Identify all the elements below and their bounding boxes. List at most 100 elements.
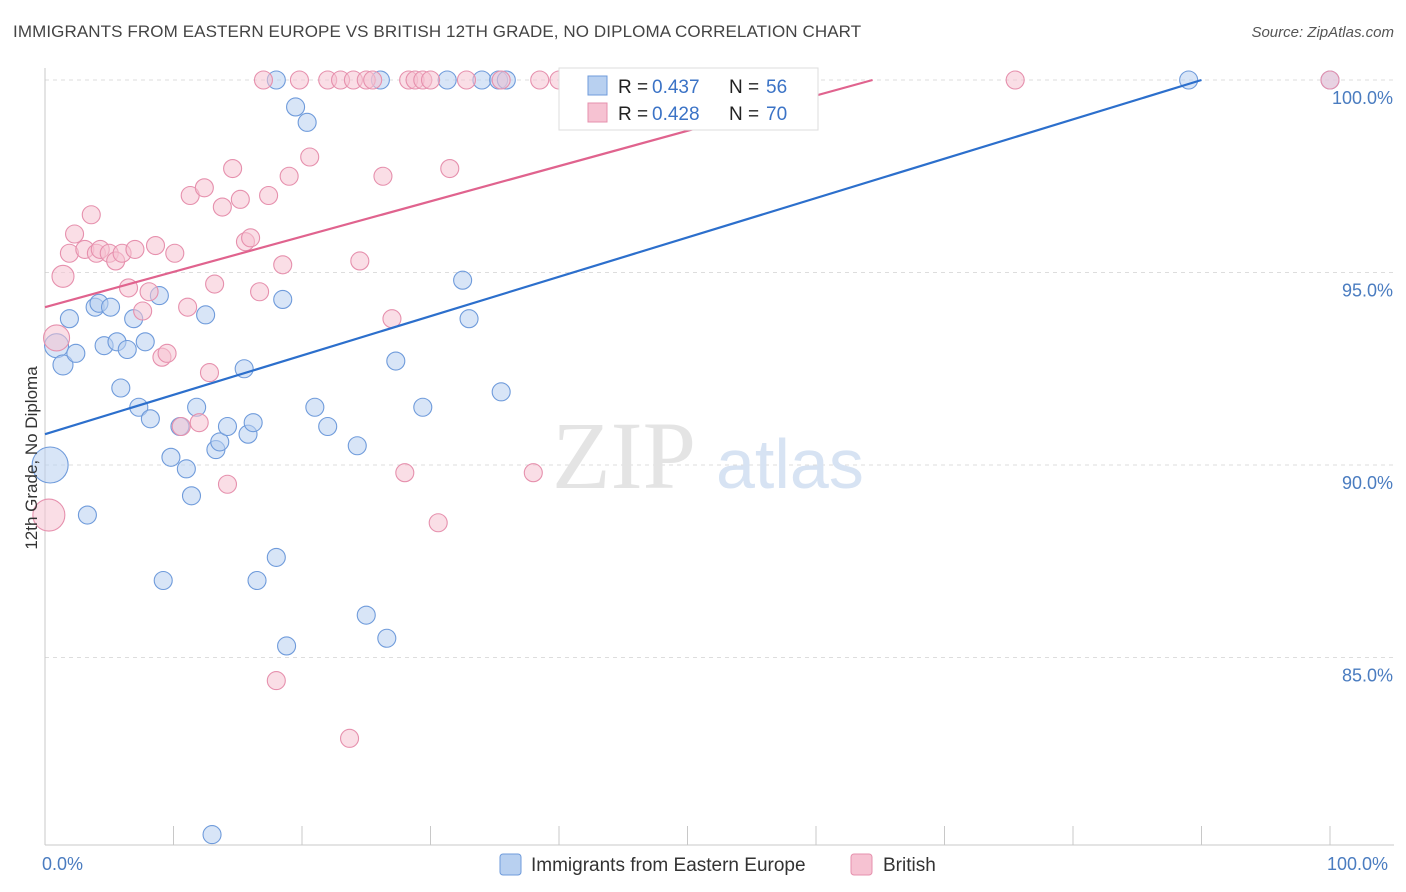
data-point-british — [350, 251, 370, 271]
legend-swatch-blue — [499, 853, 522, 876]
y-tick-label: 100.0% — [1332, 88, 1393, 108]
data-point-british — [81, 205, 101, 225]
data-point-immigrants — [277, 636, 297, 656]
stats-r-value-0: 0.437 — [652, 77, 700, 98]
stats-box: R = 0.437 N = 56 R = 0.428 N = 70 — [558, 67, 819, 131]
data-point-british — [241, 228, 261, 248]
data-point-british — [171, 416, 191, 437]
stats-r-value-1: 0.428 — [652, 104, 700, 125]
data-point-british — [530, 70, 550, 90]
data-point-immigrants — [459, 309, 479, 329]
data-point-british — [189, 413, 209, 433]
data-point-immigrants — [234, 359, 254, 379]
data-point-british — [266, 671, 286, 691]
data-point-british — [51, 264, 75, 288]
data-point-british — [194, 178, 214, 198]
data-point-british — [279, 166, 299, 186]
data-point-british — [395, 463, 415, 483]
data-point-british — [339, 728, 360, 748]
x-tick-label-max: 100.0% — [1327, 854, 1388, 874]
data-point-british — [43, 324, 71, 352]
data-point-british — [289, 70, 309, 90]
trend-line-immigrants — [44, 78, 1202, 436]
data-point-british — [230, 189, 250, 209]
data-point-immigrants — [176, 459, 196, 479]
data-point-immigrants — [318, 416, 338, 437]
y-tick-labels: 100.0% 95.0% 90.0% 85.0% — [1332, 88, 1393, 686]
data-point-british — [157, 343, 177, 363]
stats-swatch-blue — [587, 75, 608, 96]
stats-n-label-1: N = — [729, 104, 759, 125]
data-point-immigrants — [31, 446, 69, 484]
data-point-immigrants — [247, 570, 267, 591]
data-point-immigrants — [100, 297, 121, 317]
data-point-immigrants — [196, 305, 216, 325]
data-point-british — [363, 70, 383, 90]
data-point-immigrants — [297, 112, 317, 132]
legend: Immigrants from Eastern Europe British — [499, 853, 936, 876]
data-point-immigrants — [140, 409, 160, 429]
legend-label-british: British — [883, 855, 936, 876]
source-credit: Source: ZipAtlas.com — [1251, 24, 1394, 41]
stats-swatch-pink — [587, 102, 608, 123]
data-point-british — [199, 363, 220, 383]
data-point-british — [133, 301, 153, 321]
data-point-immigrants — [52, 354, 74, 376]
data-point-british — [205, 274, 225, 294]
data-point-british — [456, 70, 477, 90]
data-point-immigrants — [413, 397, 433, 417]
stats-n-label-0: N = — [729, 77, 759, 98]
data-point-immigrants — [286, 97, 306, 117]
data-point-british — [253, 70, 274, 90]
y-tick-label: 90.0% — [1342, 473, 1393, 493]
y-tick-label: 85.0% — [1342, 666, 1393, 686]
watermark-zip: ZIP — [552, 402, 696, 509]
data-point-british — [212, 197, 232, 217]
data-point-immigrants — [347, 436, 367, 456]
data-point-immigrants — [437, 70, 457, 90]
legend-swatch-pink — [850, 853, 873, 876]
data-point-british — [139, 282, 159, 302]
data-point-immigrants — [135, 332, 155, 352]
data-point-immigrants — [356, 605, 376, 625]
data-point-immigrants — [243, 413, 263, 433]
data-point-british — [523, 463, 543, 483]
stats-r-label-1: R = — [618, 104, 648, 125]
data-point-immigrants — [266, 547, 286, 567]
data-point-british — [217, 474, 238, 494]
data-point-british — [145, 236, 166, 256]
data-point-british — [223, 159, 243, 179]
data-point-immigrants — [217, 416, 238, 437]
data-point-immigrants — [491, 382, 511, 402]
data-point-immigrants — [153, 570, 173, 591]
stats-n-value-1: 70 — [766, 104, 787, 125]
data-point-immigrants — [377, 628, 397, 648]
series-british — [32, 70, 1340, 748]
data-point-british — [420, 70, 441, 90]
data-point-british — [32, 498, 66, 532]
data-point-british — [178, 297, 198, 317]
stats-n-value-0: 56 — [766, 77, 787, 98]
chart-title: IMMIGRANTS FROM EASTERN EUROPE VS BRITIS… — [13, 22, 862, 41]
data-point-british — [250, 282, 270, 302]
data-point-immigrants — [117, 339, 137, 360]
watermark-atlas: atlas — [716, 425, 864, 503]
data-point-british — [273, 255, 293, 275]
data-point-immigrants — [111, 378, 131, 398]
data-point-british — [373, 166, 393, 186]
data-point-immigrants — [305, 397, 325, 417]
data-point-british — [165, 243, 185, 263]
data-point-immigrants — [273, 289, 293, 310]
legend-label-immigrants: Immigrants from Eastern Europe — [531, 855, 806, 876]
data-point-immigrants — [161, 447, 181, 467]
x-tick-marks — [44, 826, 1331, 845]
data-point-british — [491, 70, 511, 90]
stats-r-label-0: R = — [618, 77, 648, 98]
y-axis-label: 12th Grade, No Diploma — [22, 366, 41, 550]
data-point-immigrants — [386, 351, 406, 371]
data-point-british — [125, 239, 145, 259]
data-point-immigrants — [453, 270, 473, 290]
trend-lines — [44, 78, 1202, 436]
data-point-immigrants — [59, 309, 79, 329]
